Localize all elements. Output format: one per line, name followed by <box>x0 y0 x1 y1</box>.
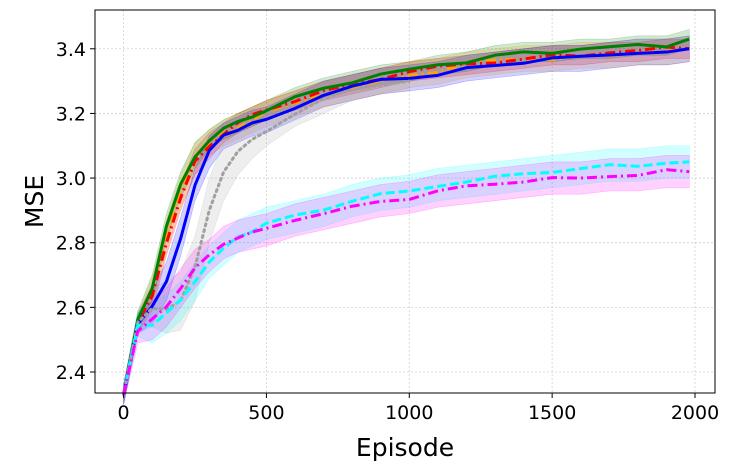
series-line <box>122 168 690 395</box>
y-tick-label: 2.6 <box>56 297 86 319</box>
series-band <box>123 71 410 405</box>
series-band <box>123 145 690 405</box>
y-tick-label: 3.4 <box>56 39 86 61</box>
series-band <box>123 38 690 405</box>
x-tick-label: 2000 <box>671 402 719 424</box>
y-tick-label: 2.4 <box>56 362 86 384</box>
x-axis-label: Episode <box>356 433 454 462</box>
x-tick-label: 0 <box>118 402 130 424</box>
series-line <box>122 45 690 395</box>
plot-area-frame <box>94 9 716 394</box>
series-lines <box>122 37 690 397</box>
series-band <box>123 155 690 405</box>
series-line <box>122 160 690 395</box>
grid-lines <box>95 10 715 393</box>
y-tick-label: 3.0 <box>56 168 86 190</box>
series-line <box>122 37 690 395</box>
y-axis-ticks: 2.4 2.6 2.8 3.0 3.2 3.4 <box>56 39 95 384</box>
x-tick-label: 500 <box>248 402 284 424</box>
series-band <box>123 35 690 405</box>
y-tick-label: 2.8 <box>56 233 86 255</box>
x-axis-ticks: 0 500 1000 1500 2000 <box>118 393 719 424</box>
series-band <box>123 35 690 405</box>
series-line <box>122 47 690 395</box>
y-tick-label: 3.2 <box>56 103 86 125</box>
x-tick-label: 1500 <box>528 402 576 424</box>
series-line <box>122 79 411 397</box>
confidence-bands <box>123 28 690 405</box>
y-axis-label: MSE <box>20 175 49 228</box>
x-tick-label: 1000 <box>385 402 433 424</box>
